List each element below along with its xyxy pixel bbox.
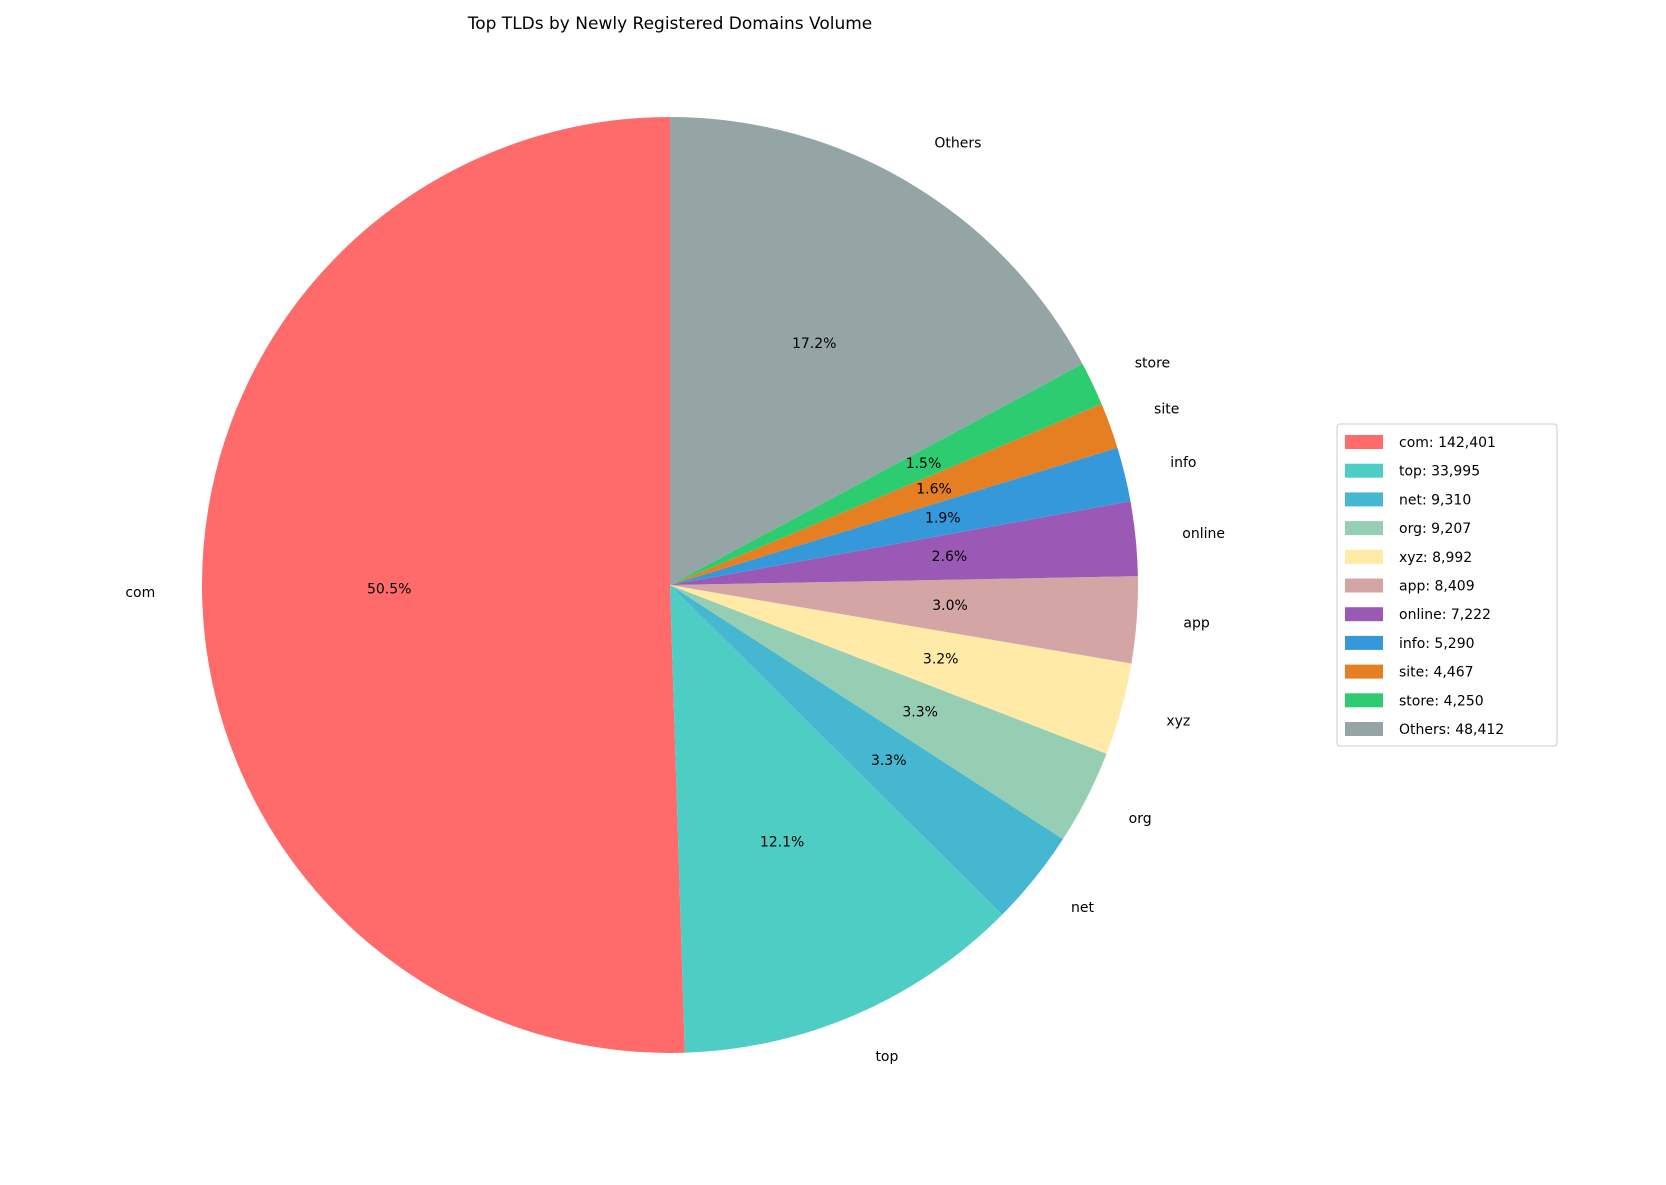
slice-label: top xyxy=(875,1049,898,1065)
pie-slice xyxy=(670,501,1138,585)
slice-label: org xyxy=(1129,811,1152,827)
slice-label: com xyxy=(125,585,155,601)
legend-swatch xyxy=(1345,492,1383,507)
percent-label: 12.1% xyxy=(760,834,804,850)
pie-slice xyxy=(670,585,1063,915)
percent-label: 2.6% xyxy=(932,549,968,565)
percent-label: 3.0% xyxy=(932,598,968,614)
slice-label: site xyxy=(1154,402,1179,418)
chart-title: Top TLDs by Newly Registered Domains Vol… xyxy=(467,14,873,34)
legend-label: site: 4,467 xyxy=(1399,665,1474,681)
legend-label: xyz: 8,992 xyxy=(1399,550,1472,566)
percent-label: 1.5% xyxy=(906,456,942,472)
legend-swatch xyxy=(1345,664,1383,679)
legend-label: store: 4,250 xyxy=(1399,693,1484,709)
percent-label: 3.2% xyxy=(923,652,959,668)
slice-label: xyz xyxy=(1166,714,1190,730)
legend-swatch xyxy=(1345,693,1383,708)
legend-label: Others: 48,412 xyxy=(1399,722,1504,738)
pie-slice xyxy=(201,117,685,1053)
legend-swatch xyxy=(1345,635,1383,650)
pie-slice xyxy=(670,363,1102,585)
legend-swatch xyxy=(1345,435,1383,449)
legend-label: net: 9,310 xyxy=(1399,492,1471,508)
pie-slice xyxy=(670,403,1118,585)
legend-label: top: 33,995 xyxy=(1399,464,1480,480)
legend-label: org: 9,207 xyxy=(1399,521,1471,537)
percent-label: 17.2% xyxy=(792,336,836,352)
pie-slice xyxy=(670,117,1083,585)
pie-slice xyxy=(670,585,1132,754)
legend-swatch xyxy=(1345,722,1383,736)
pie-slice xyxy=(670,447,1131,585)
pie-slice xyxy=(670,585,1107,840)
percent-label: 1.9% xyxy=(925,511,961,527)
slice-label: store xyxy=(1135,356,1170,372)
legend-label: app: 8,409 xyxy=(1399,579,1475,595)
legend-swatch xyxy=(1345,578,1383,593)
legend-label: info: 5,290 xyxy=(1399,636,1475,652)
pie-slice xyxy=(670,585,1003,1053)
legend-swatch xyxy=(1345,463,1383,478)
legend-label: com: 142,401 xyxy=(1399,435,1496,451)
percent-label: 1.6% xyxy=(916,481,952,497)
percent-label: 3.3% xyxy=(902,705,938,721)
percent-label: 50.5% xyxy=(367,581,411,597)
slice-label: net xyxy=(1071,900,1094,916)
legend-frame xyxy=(1336,423,1558,747)
slice-label: info xyxy=(1170,455,1196,471)
legend-swatch xyxy=(1345,521,1383,536)
percent-label: 3.3% xyxy=(871,753,907,769)
slice-label: Others xyxy=(934,135,981,151)
pie-slice xyxy=(670,576,1138,664)
slice-label: app xyxy=(1183,615,1209,631)
legend-swatch xyxy=(1345,549,1383,564)
legend-swatch xyxy=(1345,607,1383,622)
slice-label: online xyxy=(1182,526,1225,542)
legend-label: online: 7,222 xyxy=(1399,607,1491,623)
